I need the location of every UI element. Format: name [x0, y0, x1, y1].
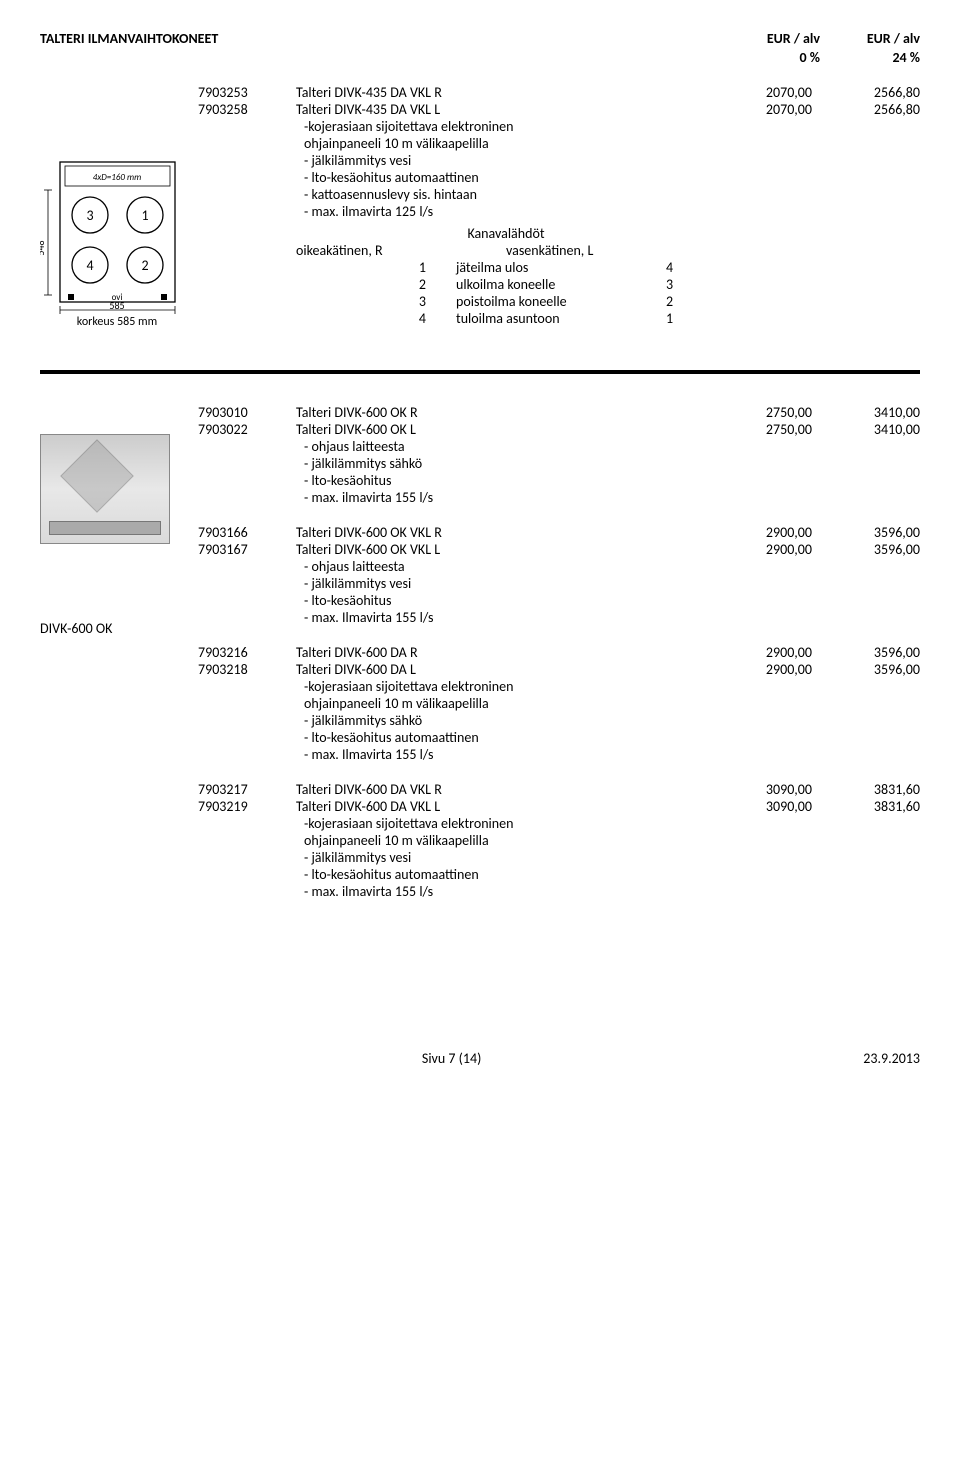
- kanava-table: Kanavalähdöt oikeakätinen, R vasenkätine…: [296, 225, 716, 327]
- dim-top: 4xD=160 mm: [93, 172, 141, 183]
- product-note: -kojerasiaan sijoitettava elektroninen: [296, 118, 704, 135]
- col1-top: EUR / alv: [720, 30, 820, 47]
- footer-page: Sivu 7 (14): [422, 1050, 481, 1067]
- product-note: - jälkilämmitys vesi: [296, 152, 704, 169]
- kanava-title: Kanavalähdöt: [296, 225, 716, 242]
- section2-grid: DIVK-600 OK 7903010 Talteri DIVK-600 OK …: [40, 404, 920, 900]
- section-divider: [40, 370, 920, 374]
- page-subheader: 0 % 24 %: [40, 49, 920, 66]
- product-note: ohjainpaneeli 10 m välikaapelilla: [296, 135, 704, 152]
- svg-text:1: 1: [141, 207, 148, 224]
- product-note: - max. ilmavirta 125 l/s: [296, 203, 704, 220]
- kanava-col-r: oikeakätinen, R: [296, 242, 456, 259]
- svg-text:2: 2: [141, 257, 148, 274]
- product-image: [40, 434, 170, 544]
- svg-text:4: 4: [86, 257, 93, 274]
- svg-text:korkeus 585 mm: korkeus 585 mm: [77, 315, 157, 329]
- svg-text:3: 3: [86, 207, 93, 224]
- diagram-svg-wrap: 548 4xD=160 mm 3 1 4 2 ovi 585 ko: [40, 110, 190, 330]
- dim-548: 548: [40, 240, 47, 255]
- product-image-wrap: DIVK-600 OK: [40, 404, 190, 900]
- product-note: - kattoasennuslevy sis. hintaan: [296, 186, 704, 203]
- top-view-diagram: 548 4xD=160 mm 3 1 4 2 ovi 585 ko: [40, 110, 190, 330]
- product-note: - lto-kesäohitus automaattinen: [296, 169, 704, 186]
- kanava-col-l: vasenkätinen, L: [506, 242, 666, 259]
- col2-top: EUR / alv: [820, 30, 920, 47]
- col1-sub: 0 %: [720, 49, 820, 66]
- footer-date: 23.9.2013: [863, 1050, 920, 1067]
- page-footer: Sivu 7 (14) 23.9.2013: [40, 1050, 920, 1067]
- col2-sub: 24 %: [820, 49, 920, 66]
- product-image-label: DIVK-600 OK: [40, 620, 190, 637]
- page-header: TALTERI ILMANVAIHTOKONEET EUR / alv EUR …: [40, 30, 920, 47]
- svg-text:585: 585: [109, 299, 124, 312]
- page-title: TALTERI ILMANVAIHTOKONEET: [40, 30, 720, 47]
